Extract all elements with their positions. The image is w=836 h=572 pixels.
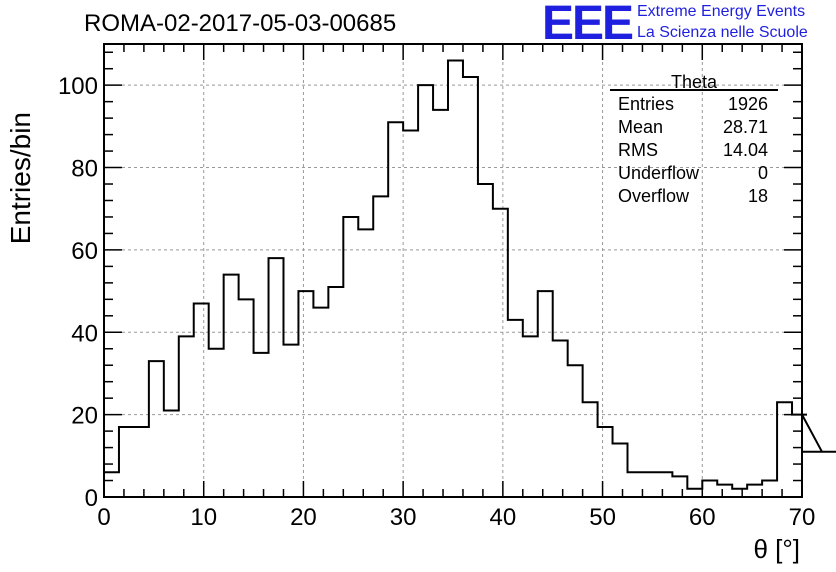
x-tick-label: 50 — [589, 504, 616, 531]
stats-value-rms: 14.04 — [723, 140, 768, 160]
y-tick-label: 60 — [71, 238, 98, 265]
stats-label-overflow: Overflow — [618, 186, 690, 206]
x-tick-label: 40 — [490, 504, 517, 531]
x-tick-label: 20 — [290, 504, 317, 531]
stats-label-rms: RMS — [618, 140, 658, 160]
y-tick-label: 20 — [71, 403, 98, 430]
y-tick-label: 0 — [85, 485, 98, 512]
grid-lines — [104, 44, 802, 497]
x-tick-label: 30 — [390, 504, 417, 531]
stats-box: Theta Entries 1926 Mean 28.71 RMS 14.04 … — [610, 72, 778, 206]
x-axis-label: θ [°] — [753, 534, 800, 564]
y-tick-label: 40 — [71, 320, 98, 347]
stats-label-mean: Mean — [618, 117, 663, 137]
stats-box-title: Theta — [671, 72, 718, 92]
stats-label-underflow: Underflow — [618, 163, 700, 183]
y-axis-label: Entries/bin — [5, 112, 36, 244]
chart-title: ROMA-02-2017-05-03-00685 — [84, 10, 397, 37]
x-tick-label: 70 — [789, 504, 816, 531]
stats-value-overflow: 18 — [748, 186, 768, 206]
stats-value-entries: 1926 — [728, 94, 768, 114]
x-tick-label: 0 — [97, 504, 110, 531]
x-tick-label: 60 — [689, 504, 716, 531]
stats-value-underflow: 0 — [758, 163, 768, 183]
x-tick-label: 10 — [190, 504, 217, 531]
histogram-series-line — [103, 59, 836, 497]
eee-logo: EEE — [542, 0, 634, 50]
axis-ticks — [103, 44, 803, 498]
tick-labels: 0 10 20 30 40 50 60 70 0 20 40 60 80 100 — [58, 73, 815, 531]
y-tick-label: 100 — [58, 73, 98, 100]
stats-value-mean: 28.71 — [723, 117, 768, 137]
plot-frame — [103, 43, 803, 498]
stats-label-entries: Entries — [618, 94, 674, 114]
org-name-line2: La Scienza nelle Scuole — [637, 24, 808, 41]
org-name-line1: Extreme Energy Events — [637, 3, 806, 20]
y-tick-label: 80 — [71, 156, 98, 183]
